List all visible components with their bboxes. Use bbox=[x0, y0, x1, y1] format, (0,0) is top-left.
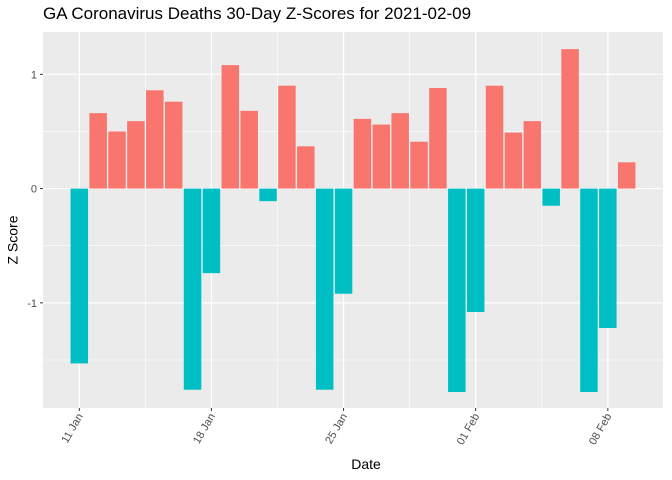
bar bbox=[183, 188, 202, 390]
bar bbox=[202, 188, 221, 274]
bar bbox=[466, 188, 485, 312]
bar bbox=[429, 88, 447, 189]
bar bbox=[127, 121, 145, 189]
bar bbox=[315, 188, 334, 390]
bar bbox=[108, 131, 126, 189]
bar bbox=[391, 113, 409, 189]
bar bbox=[523, 121, 542, 189]
y-tick-label: 1 bbox=[31, 69, 37, 81]
bar bbox=[599, 188, 617, 328]
bar bbox=[353, 118, 372, 189]
y-axis-title: Z Score bbox=[4, 215, 21, 265]
y-tick-label: 0 bbox=[31, 184, 37, 196]
bar bbox=[259, 188, 277, 202]
bar bbox=[372, 124, 391, 189]
bar bbox=[485, 85, 504, 189]
x-tick-label: 25 Jan bbox=[323, 412, 350, 447]
bar bbox=[164, 101, 183, 189]
x-tick-label: 08 Feb bbox=[587, 412, 615, 448]
bar bbox=[542, 188, 560, 206]
bar bbox=[617, 162, 636, 189]
bar bbox=[240, 110, 258, 189]
bar bbox=[448, 188, 466, 392]
bar bbox=[297, 146, 315, 189]
bar bbox=[561, 49, 579, 189]
x-tick-label: 11 Jan bbox=[59, 412, 86, 446]
x-tick-label: 01 Feb bbox=[455, 412, 483, 448]
x-axis-title: Date bbox=[351, 456, 381, 472]
bar bbox=[504, 132, 523, 189]
bar bbox=[70, 188, 89, 364]
bar bbox=[146, 90, 164, 189]
bar bbox=[278, 85, 296, 189]
bar bbox=[221, 65, 240, 189]
x-tick-label: 18 Jan bbox=[191, 412, 218, 447]
chart-title: GA Coronavirus Deaths 30-Day Z-Scores fo… bbox=[43, 4, 472, 23]
bar bbox=[410, 141, 428, 189]
bar bbox=[580, 188, 598, 392]
y-tick-label: -1 bbox=[27, 298, 37, 310]
bar bbox=[334, 188, 353, 294]
bar bbox=[89, 113, 107, 189]
